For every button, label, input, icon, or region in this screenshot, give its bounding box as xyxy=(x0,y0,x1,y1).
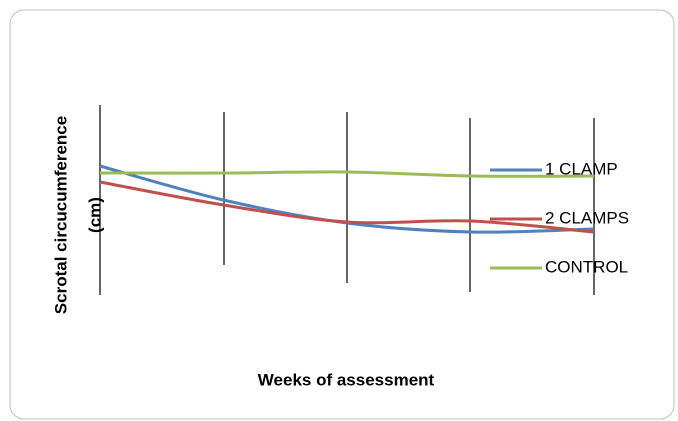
legend-label: 2 CLAMPS xyxy=(545,208,629,227)
chart-frame xyxy=(9,9,675,420)
line-series xyxy=(99,170,595,178)
y-axis-label: Scrotal circucumference xyxy=(51,116,70,314)
y-axis-label: (cm) xyxy=(85,197,104,233)
drop-lines xyxy=(99,105,595,295)
x-axis-label: Weeks of assessment xyxy=(258,370,435,389)
legend-label: CONTROL xyxy=(545,257,628,276)
line-series xyxy=(99,180,595,234)
legend-label: 1 CLAMP xyxy=(545,159,618,178)
